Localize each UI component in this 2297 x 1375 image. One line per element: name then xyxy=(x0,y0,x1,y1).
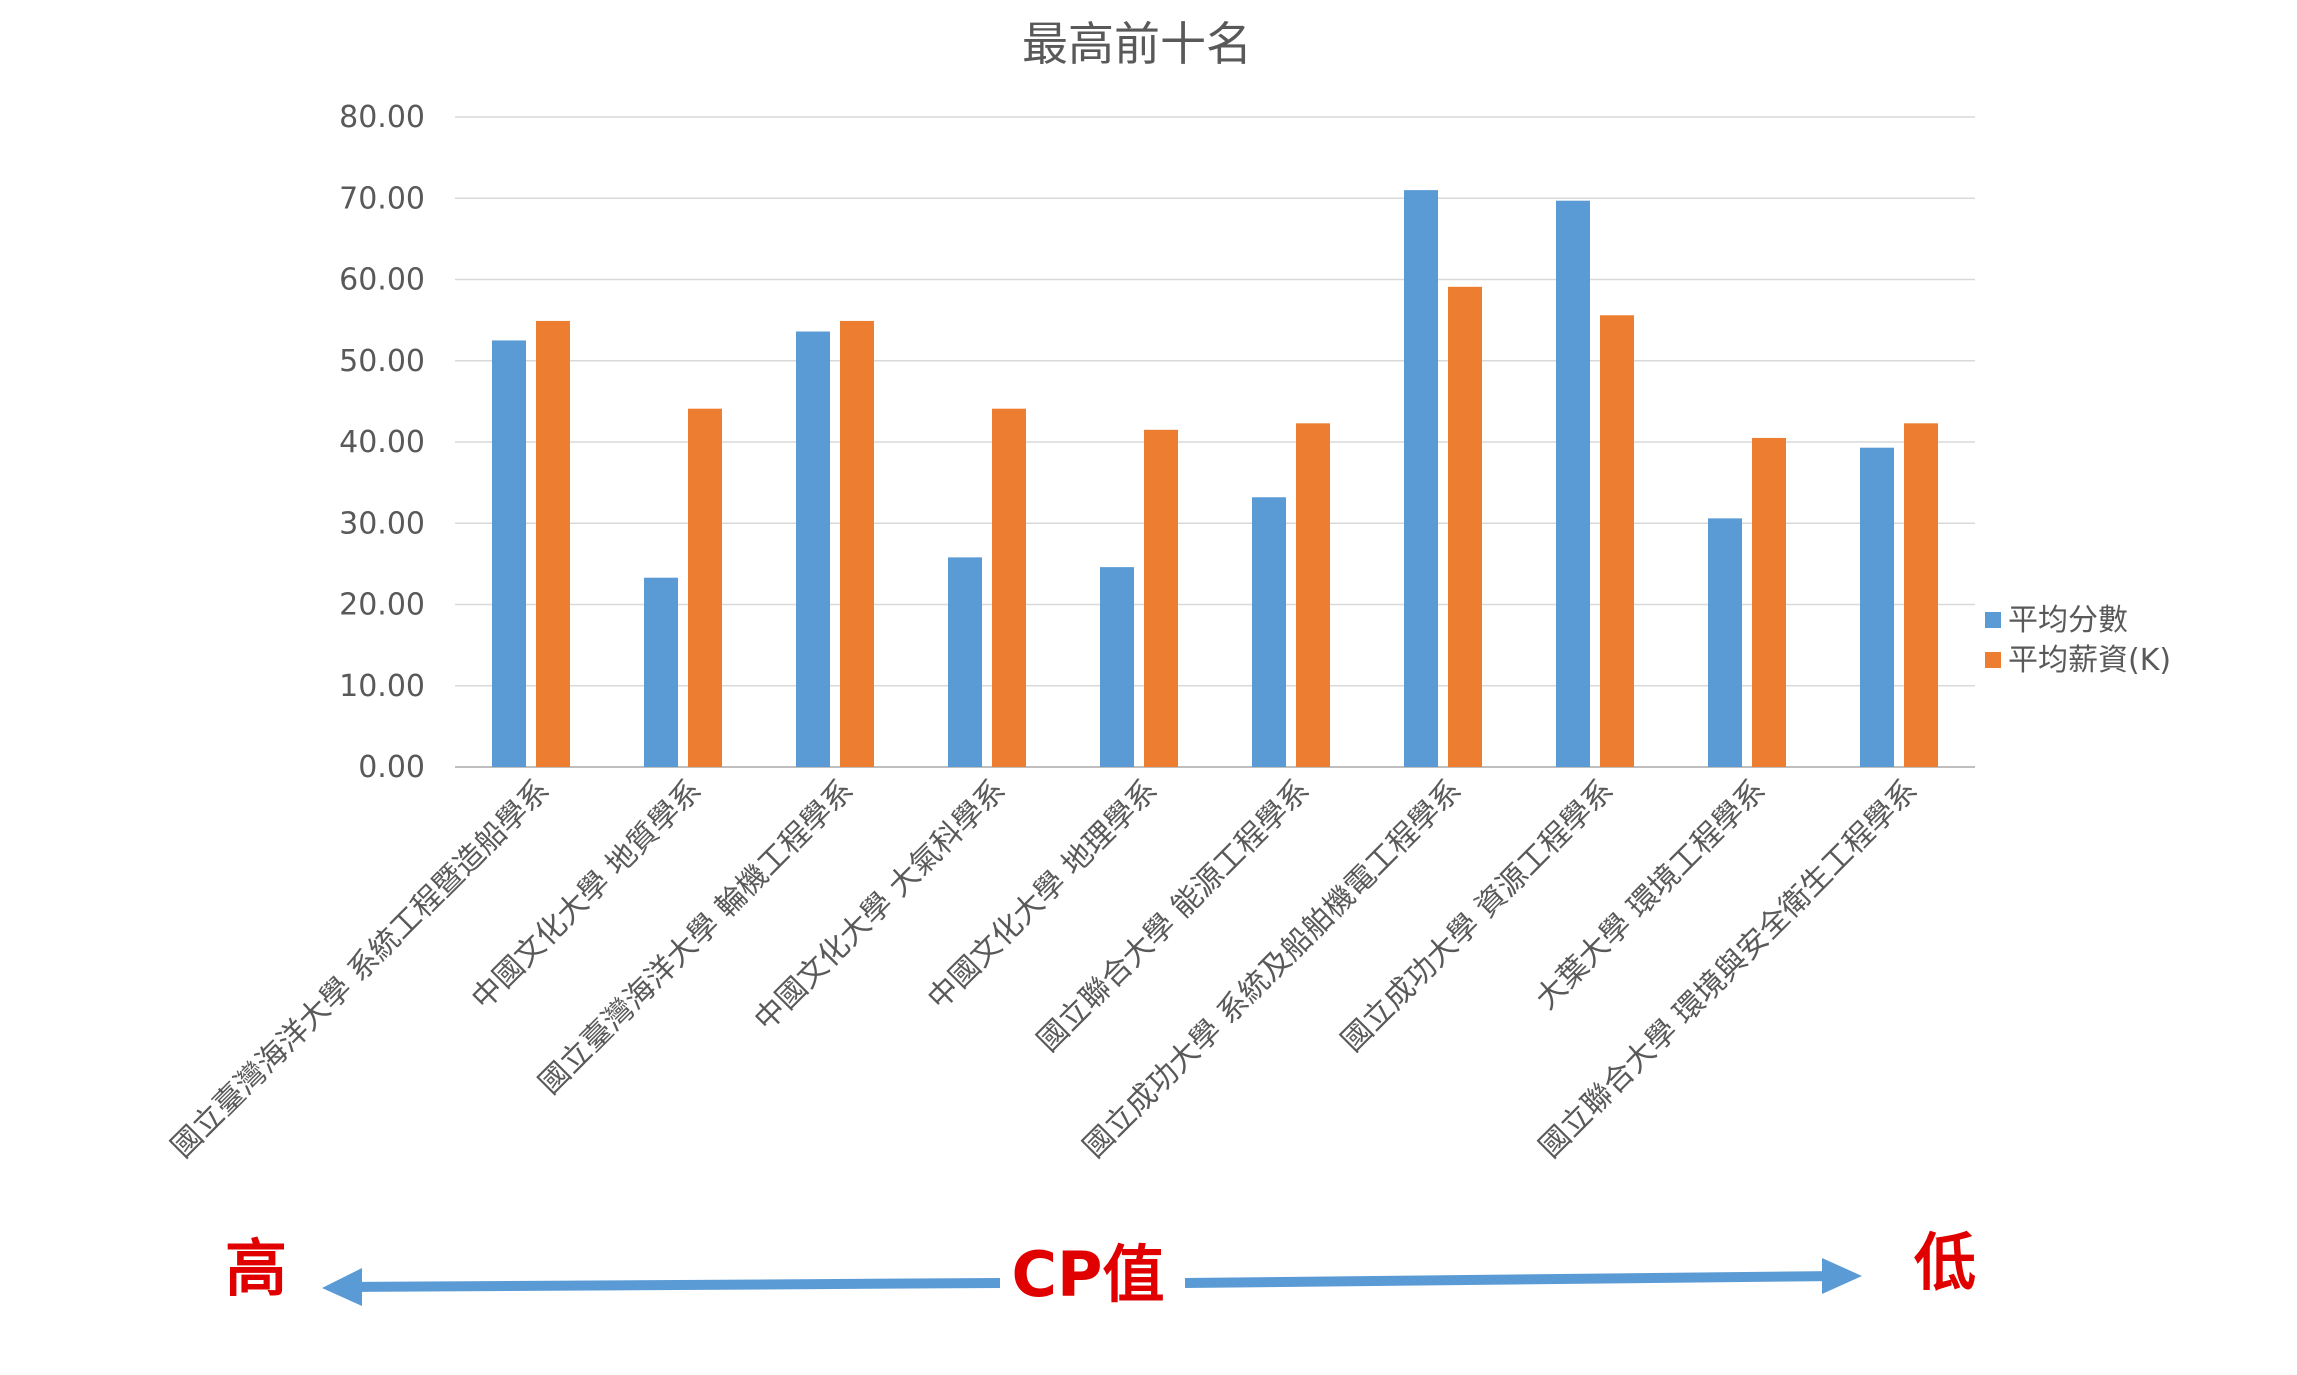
bar-score xyxy=(1252,497,1286,767)
x-tick-label: 國立臺灣海洋大學 輪機工程學系 xyxy=(532,773,860,1101)
y-tick-label: 40.00 xyxy=(339,425,425,460)
y-tick-label: 20.00 xyxy=(339,588,425,623)
bar-salary xyxy=(1296,423,1330,767)
bar-score xyxy=(1100,567,1134,767)
bar-score xyxy=(492,340,526,767)
y-tick-label: 80.00 xyxy=(339,100,425,135)
high-label: 高 xyxy=(225,1232,287,1305)
grid: 0.00 10.00 20.00 30.00 40.00 50.00 60.00 70.00 8… xyxy=(339,100,1975,785)
left-arrow-icon xyxy=(322,1268,362,1306)
right-arrow-icon xyxy=(1822,1258,1862,1294)
bar-salary xyxy=(1904,423,1938,767)
bar-salary xyxy=(840,320,874,767)
legend: 平均分數 平均薪資(K) xyxy=(1985,603,2171,678)
left-arrow-shaft xyxy=(344,1278,1001,1292)
y-tick-label: 30.00 xyxy=(339,506,425,541)
bar-score xyxy=(796,331,830,767)
right-arrow-shaft xyxy=(1184,1271,1839,1288)
bar-salary xyxy=(992,408,1026,767)
bar-score xyxy=(1708,518,1742,767)
bar-salary xyxy=(1752,437,1786,767)
cp-value-label: CP值 xyxy=(1012,1238,1165,1311)
bars xyxy=(492,190,1938,767)
legend-swatch-salary xyxy=(1985,652,2001,668)
legend-label-score: 平均分數 xyxy=(2008,603,2128,638)
chart-title: 最高前十名 xyxy=(1022,17,1252,71)
bar-salary xyxy=(688,408,722,767)
x-tick-label: 國立聯合大學 能源工程學系 xyxy=(1031,773,1317,1059)
bar-salary xyxy=(1600,315,1634,767)
bar-salary xyxy=(1448,286,1482,767)
y-tick-label: 50.00 xyxy=(339,344,425,379)
x-tick-label: 國立成功大學 資源工程學系 xyxy=(1335,773,1621,1059)
bar-score xyxy=(644,577,678,767)
bar-score xyxy=(1404,190,1438,767)
y-tick-label: 60.00 xyxy=(339,263,425,298)
bar-score xyxy=(1860,447,1894,767)
bar-score xyxy=(1556,200,1590,767)
legend-swatch-score xyxy=(1985,612,2001,628)
bar-score xyxy=(948,557,982,767)
y-tick-label: 0.00 xyxy=(358,750,425,785)
bar-salary xyxy=(536,320,570,767)
x-tick-label: 中國文化大學 大氣科學系 xyxy=(748,773,1013,1038)
y-tick-label: 10.00 xyxy=(339,669,425,704)
cp-annotation: 高 CP值 低 xyxy=(225,1226,1976,1311)
y-tick-label: 70.00 xyxy=(339,181,425,216)
legend-label-salary: 平均薪資(K) xyxy=(2008,643,2171,678)
low-label: 低 xyxy=(1914,1226,1976,1299)
bar-salary xyxy=(1144,429,1178,767)
